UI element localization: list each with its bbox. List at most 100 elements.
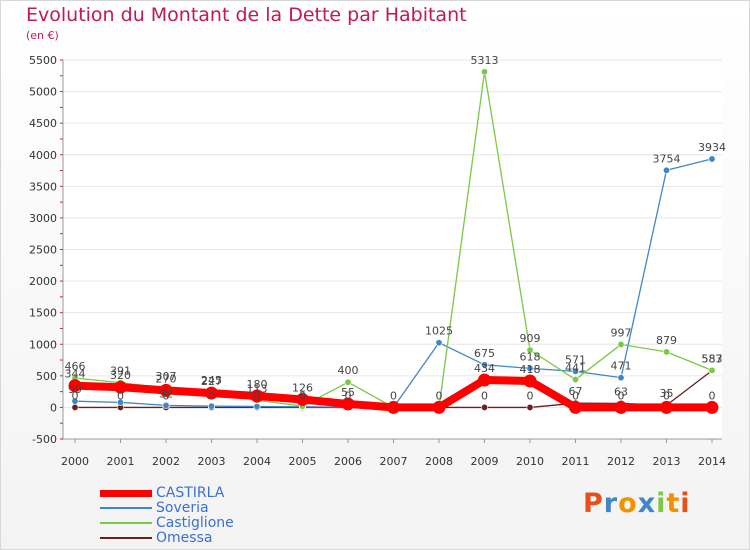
data-point-omessa: [481, 404, 487, 410]
data-label: 0: [163, 389, 170, 402]
legend-label: Omessa: [156, 530, 212, 546]
data-point-castiglione: [572, 376, 578, 382]
data-point-soveria: [208, 403, 214, 409]
data-label: 0: [663, 389, 670, 402]
data-label: 997: [611, 326, 632, 339]
data-label: 344: [65, 368, 86, 381]
data-label: 618: [520, 350, 541, 363]
legend-swatch: [100, 490, 152, 497]
data-point-soveria: [663, 167, 669, 173]
logo-letter: r: [604, 488, 618, 519]
data-point-soveria: [436, 339, 442, 345]
legend-label: Castiglione: [156, 515, 234, 531]
x-tick-label: 2005: [289, 455, 317, 468]
legend-item-castiglione: Castiglione: [100, 516, 400, 531]
x-tick-label: 2006: [334, 455, 362, 468]
x-tick-label: 2004: [243, 455, 271, 468]
data-label: 0: [254, 389, 261, 402]
legend-item-omessa: Omessa: [100, 531, 400, 546]
data-label: 0: [72, 389, 79, 402]
x-tick-label: 2010: [516, 455, 544, 468]
data-point-castirla: [615, 401, 628, 414]
proxiti-logo: Proxiti: [583, 488, 691, 519]
data-label: 434: [474, 362, 495, 375]
legend-swatch: [100, 507, 152, 509]
y-tick-label: 3000: [29, 212, 57, 225]
y-tick-label: 4500: [29, 117, 57, 130]
data-label: 0: [345, 389, 352, 402]
data-label: 0: [208, 389, 215, 402]
data-label: 418: [520, 363, 541, 376]
legend-label: Soveria: [156, 500, 209, 516]
data-label: 400: [338, 364, 359, 377]
y-tick-label: -500: [32, 433, 57, 446]
y-tick-label: 1500: [29, 307, 57, 320]
x-tick-label: 2007: [380, 455, 408, 468]
data-label: 227: [201, 375, 222, 388]
legend-item-castirla: CASTIRLA: [100, 486, 400, 501]
data-label: 0: [481, 389, 488, 402]
logo-letter: t: [666, 488, 680, 519]
data-label: 3934: [698, 141, 726, 154]
y-tick-label: 4000: [29, 149, 57, 162]
data-point-castirla: [524, 375, 537, 388]
data-point-castiglione: [709, 367, 715, 373]
data-label: 270: [156, 372, 177, 385]
logo-letter: P: [583, 488, 604, 519]
legend-label: CASTIRLA: [156, 485, 224, 501]
data-label: 320: [110, 369, 131, 382]
y-tick-label: 2000: [29, 275, 57, 288]
data-point-castirla: [569, 401, 582, 414]
y-tick-label: 5500: [29, 54, 57, 67]
y-tick-label: 500: [36, 370, 57, 383]
legend-swatch: [100, 537, 152, 539]
line-chart: -500050010001500200025003000350040004500…: [0, 0, 750, 480]
legend-item-soveria: Soveria: [100, 501, 400, 516]
data-point-soveria: [163, 402, 169, 408]
data-label: 5313: [471, 54, 499, 67]
data-point-castirla: [387, 401, 400, 414]
data-label: 1025: [425, 325, 453, 338]
y-tick-label: 3500: [29, 180, 57, 193]
y-tick-label: 2500: [29, 244, 57, 257]
data-label: 0: [390, 389, 397, 402]
data-label: 909: [520, 332, 541, 345]
data-label: 0: [117, 389, 124, 402]
x-tick-label: 2014: [698, 455, 726, 468]
data-label: 0: [299, 389, 306, 402]
data-point-castirla: [706, 401, 719, 414]
x-tick-label: 2001: [107, 455, 135, 468]
logo-letter: x: [638, 488, 656, 519]
data-point-soveria: [254, 403, 260, 409]
y-tick-label: 0: [50, 401, 57, 414]
x-tick-label: 2013: [653, 455, 681, 468]
data-label: 0: [572, 389, 579, 402]
data-point-castirla: [433, 401, 446, 414]
x-tick-label: 2011: [562, 455, 590, 468]
data-point-omessa: [72, 404, 78, 410]
x-tick-label: 2008: [425, 455, 453, 468]
data-label: 675: [474, 347, 495, 360]
data-label: 3754: [653, 152, 681, 165]
y-tick-label: 1000: [29, 338, 57, 351]
x-tick-label: 2012: [607, 455, 635, 468]
data-point-castiglione: [481, 69, 487, 75]
x-tick-label: 2002: [152, 455, 180, 468]
data-label: 879: [656, 334, 677, 347]
data-label: 441: [565, 362, 586, 375]
logo-letter: i: [680, 488, 690, 519]
data-label: 0: [436, 389, 443, 402]
data-point-soveria: [618, 374, 624, 380]
x-tick-label: 2003: [198, 455, 226, 468]
data-point-soveria: [709, 156, 715, 162]
data-point-castirla: [478, 374, 491, 387]
data-label: 583: [702, 353, 723, 366]
data-label: 0: [618, 389, 625, 402]
data-point-castiglione: [618, 341, 624, 347]
x-tick-label: 2000: [61, 455, 89, 468]
logo-letter: i: [656, 488, 666, 519]
x-tick-label: 2009: [471, 455, 499, 468]
data-label: 0: [527, 389, 534, 402]
chart-legend: CASTIRLA Soveria Castiglione Omessa: [100, 486, 400, 546]
data-point-castiglione: [663, 349, 669, 355]
